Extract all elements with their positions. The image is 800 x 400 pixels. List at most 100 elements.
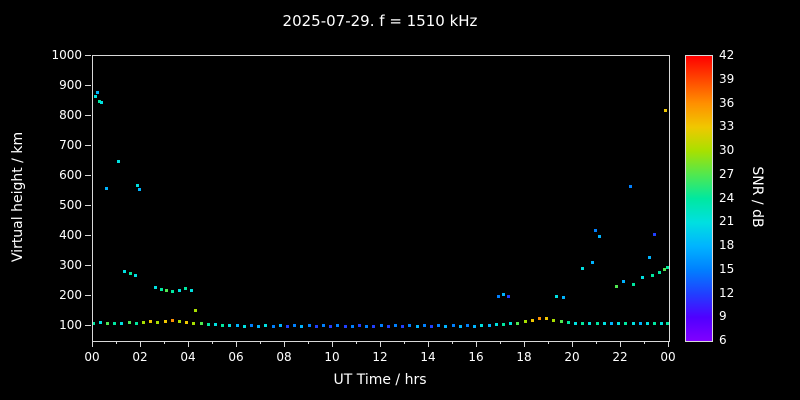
- data-point: [170, 290, 174, 293]
- data-point: [516, 321, 520, 325]
- data-point: [662, 268, 666, 272]
- data-point: [138, 188, 142, 191]
- data-point: [164, 289, 168, 293]
- data-point: [213, 323, 217, 326]
- axis-tick: [188, 341, 189, 347]
- data-point: [122, 269, 126, 273]
- axis-tick: [476, 341, 477, 347]
- x-tick-label: 20: [564, 350, 580, 364]
- y-tick-label: 600: [59, 168, 82, 182]
- axis-tick: [260, 341, 261, 344]
- data-point: [135, 183, 139, 187]
- colorbar-tick-label: 21: [719, 214, 735, 229]
- data-point: [153, 286, 157, 290]
- y-tick-label: 900: [59, 78, 82, 92]
- data-point: [451, 323, 455, 327]
- data-point: [170, 319, 174, 323]
- data-point: [264, 323, 268, 327]
- data-point: [617, 321, 621, 325]
- data-point: [444, 324, 448, 328]
- data-point: [336, 323, 340, 327]
- data-point: [429, 324, 433, 328]
- data-point: [128, 271, 132, 275]
- colorbar-tick-label: 18: [719, 238, 735, 252]
- data-point: [660, 321, 664, 325]
- data-point: [506, 294, 510, 298]
- data-point: [379, 323, 383, 327]
- axis-tick: [236, 341, 237, 347]
- data-point: [401, 324, 405, 328]
- colorbar-tick-label: 27: [719, 166, 735, 181]
- colorbar-tick-label: 36: [719, 95, 735, 110]
- data-point: [473, 324, 477, 328]
- data-point: [641, 275, 645, 279]
- x-tick-label: 02: [132, 350, 148, 364]
- axis-tick: [85, 85, 91, 86]
- data-point: [437, 323, 441, 327]
- x-tick-label: 00: [660, 350, 676, 364]
- data-point: [177, 320, 181, 323]
- y-tick-label: 500: [59, 198, 82, 212]
- data-point: [185, 320, 189, 324]
- data-point: [242, 324, 246, 328]
- data-point: [408, 323, 412, 327]
- x-tick-label: 08: [276, 350, 292, 364]
- data-point: [631, 283, 635, 287]
- data-point: [99, 101, 103, 104]
- data-point: [104, 186, 108, 190]
- data-point: [96, 90, 100, 94]
- data-point: [235, 323, 239, 327]
- data-point: [192, 321, 196, 325]
- data-point: [350, 324, 354, 328]
- data-point: [480, 323, 484, 327]
- axis-tick: [85, 175, 91, 176]
- data-point: [120, 321, 124, 325]
- data-point: [257, 324, 261, 328]
- data-point: [621, 279, 625, 283]
- colorbar-tick-label: 33: [719, 119, 735, 134]
- data-point: [307, 323, 311, 327]
- data-point: [116, 159, 120, 163]
- data-point: [105, 321, 109, 325]
- axis-tick: [572, 341, 573, 347]
- data-point: [631, 321, 635, 325]
- data-point: [595, 322, 599, 326]
- data-point: [624, 322, 628, 326]
- colorbar-tick-label: 9: [719, 309, 727, 324]
- data-point: [285, 324, 289, 328]
- axis-tick: [85, 55, 91, 56]
- data-point: [98, 320, 102, 324]
- data-point: [271, 324, 275, 328]
- data-point: [113, 322, 117, 326]
- axis-tick: [524, 341, 525, 347]
- data-point: [590, 260, 594, 264]
- chart-title: 2025-07-29. f = 1510 kHz: [282, 12, 478, 30]
- data-point: [501, 292, 505, 296]
- colorbar-tick-label: 6: [719, 333, 727, 347]
- data-point: [629, 185, 633, 188]
- data-point: [602, 321, 606, 325]
- axis-tick: [164, 341, 165, 344]
- x-tick-label: 10: [324, 350, 340, 364]
- data-point: [293, 323, 297, 327]
- y-tick-label: 800: [59, 108, 82, 122]
- data-point: [159, 287, 163, 291]
- data-point: [133, 273, 137, 277]
- data-point: [183, 287, 187, 291]
- axis-tick: [85, 235, 91, 236]
- data-point: [193, 308, 197, 312]
- axis-tick: [332, 341, 333, 347]
- x-axis-label: UT Time / hrs: [333, 372, 427, 388]
- axis-tick: [500, 341, 501, 344]
- axis-tick: [284, 341, 285, 347]
- data-point: [645, 321, 649, 325]
- data-point: [134, 321, 138, 325]
- data-point: [494, 323, 498, 326]
- data-point: [465, 323, 469, 327]
- data-point: [657, 271, 661, 275]
- data-point: [97, 99, 101, 103]
- axis-tick: [428, 341, 429, 347]
- data-point: [561, 296, 565, 299]
- axis-tick: [85, 295, 91, 296]
